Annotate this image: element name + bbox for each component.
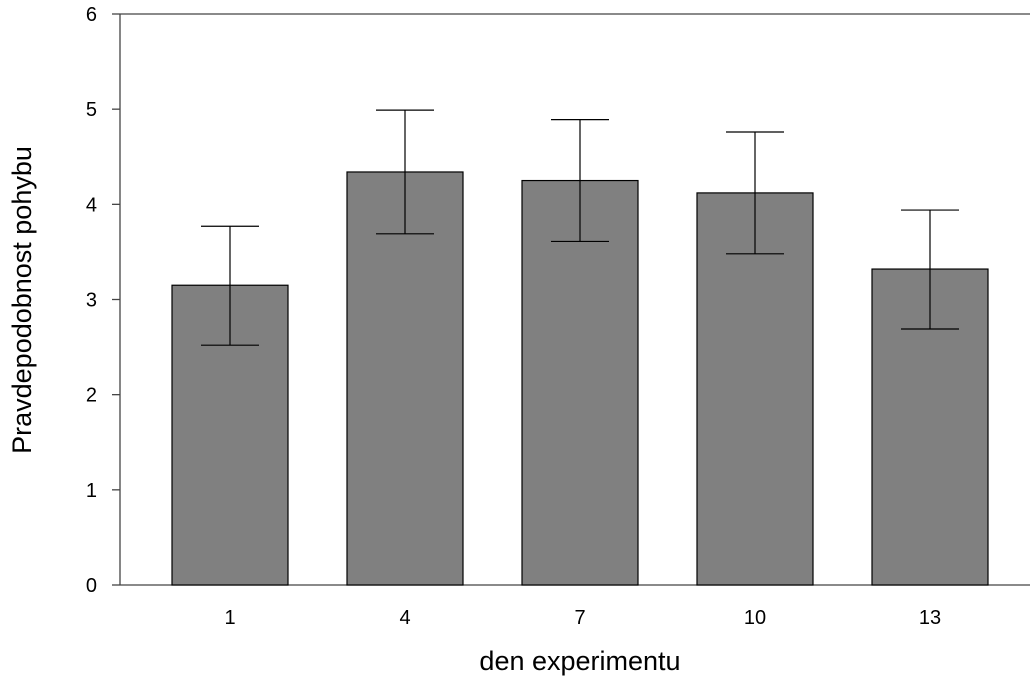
bars — [171, 171, 989, 586]
y-axis-label: Pravdepodobnost pohybu — [7, 146, 37, 454]
error-bars — [201, 109, 959, 346]
x-axis-label: den experimentu — [479, 646, 680, 676]
y-tick-label: 4 — [86, 194, 97, 216]
y-tick-label: 2 — [86, 385, 97, 407]
y-tick-label: 6 — [86, 4, 97, 26]
x-tick-label: 13 — [919, 607, 941, 629]
x-tick-label: 7 — [574, 607, 585, 629]
y-tick-label: 1 — [86, 480, 97, 502]
x-tick-label: 1 — [224, 607, 235, 629]
y-tick-label: 5 — [86, 99, 97, 121]
tick-labels: 0 1 2 3 4 5 6 1 4 7 10 13 — [86, 4, 941, 629]
y-tick-label: 0 — [86, 575, 97, 597]
x-tick-label: 10 — [744, 607, 766, 629]
bar — [521, 179, 639, 586]
bar — [696, 192, 814, 586]
x-tick-label: 4 — [399, 607, 410, 629]
y-tick-label: 3 — [86, 290, 97, 312]
